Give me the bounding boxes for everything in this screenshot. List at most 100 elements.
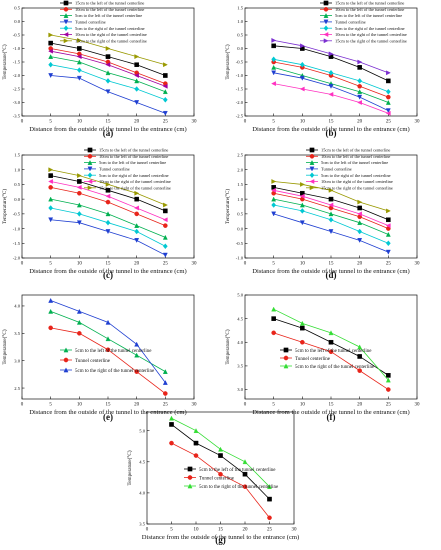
- y-tick-label: 1.5: [14, 153, 20, 158]
- data-point: [48, 308, 54, 314]
- y-tick-label: -1.0: [236, 256, 244, 261]
- data-point: [299, 220, 305, 226]
- x-tick-label: 20: [357, 120, 363, 125]
- legend-marker: [309, 147, 315, 153]
- series-line: [273, 61, 389, 98]
- x-tick-label: 30: [292, 528, 298, 533]
- x-tick-label: 10: [300, 120, 306, 125]
- series-6: [48, 48, 168, 89]
- series-3: [271, 196, 391, 237]
- legend-entry: Tunnel centerline: [295, 357, 331, 362]
- y-tick-label: 4.0: [237, 340, 243, 345]
- data-point: [77, 46, 82, 51]
- data-point: [242, 459, 248, 465]
- legend-entry: 5cm to the left of the tunnel centerline: [75, 349, 152, 354]
- data-point: [77, 179, 82, 184]
- data-point: [357, 65, 362, 70]
- legend-marker: [87, 185, 93, 191]
- data-point: [386, 373, 391, 378]
- y-tick-label: -1.0: [13, 226, 21, 231]
- x-tick-label: 5: [49, 120, 52, 125]
- x-tick-label: 15: [329, 403, 335, 408]
- data-point: [48, 185, 53, 190]
- x-tick-label: 0: [244, 403, 247, 408]
- data-point: [300, 43, 305, 49]
- data-point: [162, 96, 168, 103]
- legend-entry: 10cm to the left of the tunnel centerlin…: [335, 7, 404, 12]
- data-point: [357, 205, 362, 211]
- data-point: [386, 208, 391, 214]
- data-point: [386, 70, 391, 76]
- data-point: [76, 54, 82, 60]
- series-1: [169, 422, 272, 502]
- data-point: [105, 46, 111, 51]
- data-point: [134, 62, 139, 67]
- series-6: [271, 81, 391, 116]
- data-point: [134, 238, 140, 243]
- data-point: [77, 331, 82, 336]
- data-point: [163, 73, 168, 78]
- y-tick-label: -2.0: [236, 100, 244, 105]
- data-point: [76, 75, 82, 81]
- x-tick-label: 5: [170, 528, 173, 533]
- data-point: [105, 219, 111, 226]
- data-point: [134, 369, 139, 374]
- y-tick-label: 2.5: [237, 153, 243, 158]
- series-3: [48, 297, 168, 385]
- legend-entry: 15cm to the right of the tunnel centerli…: [335, 38, 407, 43]
- x-tick-label: 0: [244, 120, 247, 125]
- legend-entry: Tunnel centerline: [321, 166, 352, 171]
- data-point: [105, 78, 111, 84]
- x-tick-label: 25: [267, 528, 273, 533]
- data-point: [134, 190, 140, 196]
- data-point: [328, 229, 334, 235]
- legend-marker: [63, 7, 69, 12]
- data-point: [48, 196, 54, 202]
- legend-entry: 5cm to the right of the tunnel centerlin…: [199, 485, 279, 490]
- data-point: [48, 179, 53, 184]
- data-point: [271, 330, 276, 336]
- legend-marker: [283, 363, 289, 369]
- legend-marker: [63, 38, 69, 44]
- series-5: [48, 205, 168, 250]
- data-point: [134, 223, 140, 228]
- data-point: [48, 61, 54, 68]
- x-tick-label: 25: [163, 403, 169, 408]
- data-point: [105, 70, 111, 76]
- data-point: [76, 308, 82, 314]
- legend-marker: [63, 0, 69, 6]
- data-point: [271, 64, 277, 70]
- legend-marker: [323, 7, 329, 12]
- legend-entry: 5cm to the left of the tunnel centerline: [335, 13, 402, 18]
- data-point: [76, 211, 82, 217]
- x-tick-label: 5: [272, 403, 275, 408]
- legend-marker: [63, 357, 69, 363]
- legend-marker: [323, 19, 329, 25]
- legend-marker: [309, 166, 315, 172]
- x-tick-label: 25: [163, 120, 169, 125]
- series-7: [48, 32, 168, 68]
- legend: 15cm to the left of the tunnel centerlin…: [320, 1, 407, 43]
- data-point: [271, 179, 277, 184]
- x-axis-label: Distance from the outside of the tunnel …: [29, 268, 186, 275]
- data-point: [242, 471, 248, 477]
- data-point: [357, 344, 363, 350]
- legend-marker: [63, 13, 69, 18]
- data-point: [385, 240, 391, 247]
- x-tick-label: 30: [192, 120, 198, 125]
- y-tick-label: -0.5: [13, 212, 21, 217]
- y-tick-label: 1.0: [14, 167, 20, 172]
- data-point: [385, 110, 391, 116]
- series-4: [48, 217, 168, 258]
- legend-entry: 10cm to the right of the tunnel centerli…: [99, 179, 171, 184]
- panel-caption: (d): [326, 270, 337, 280]
- data-point: [300, 182, 305, 187]
- data-point: [48, 32, 54, 38]
- x-axis-label: Distance from the outside of the tunnel …: [252, 268, 409, 275]
- data-point: [299, 75, 305, 81]
- data-point: [357, 100, 362, 105]
- chart-panel-f: 0 5 10 15 20 25 30 5.0 4.5 4.0 3.5 3.0 Distance from…: [224, 293, 420, 422]
- data-point: [328, 349, 334, 355]
- x-tick-label: 0: [21, 262, 24, 267]
